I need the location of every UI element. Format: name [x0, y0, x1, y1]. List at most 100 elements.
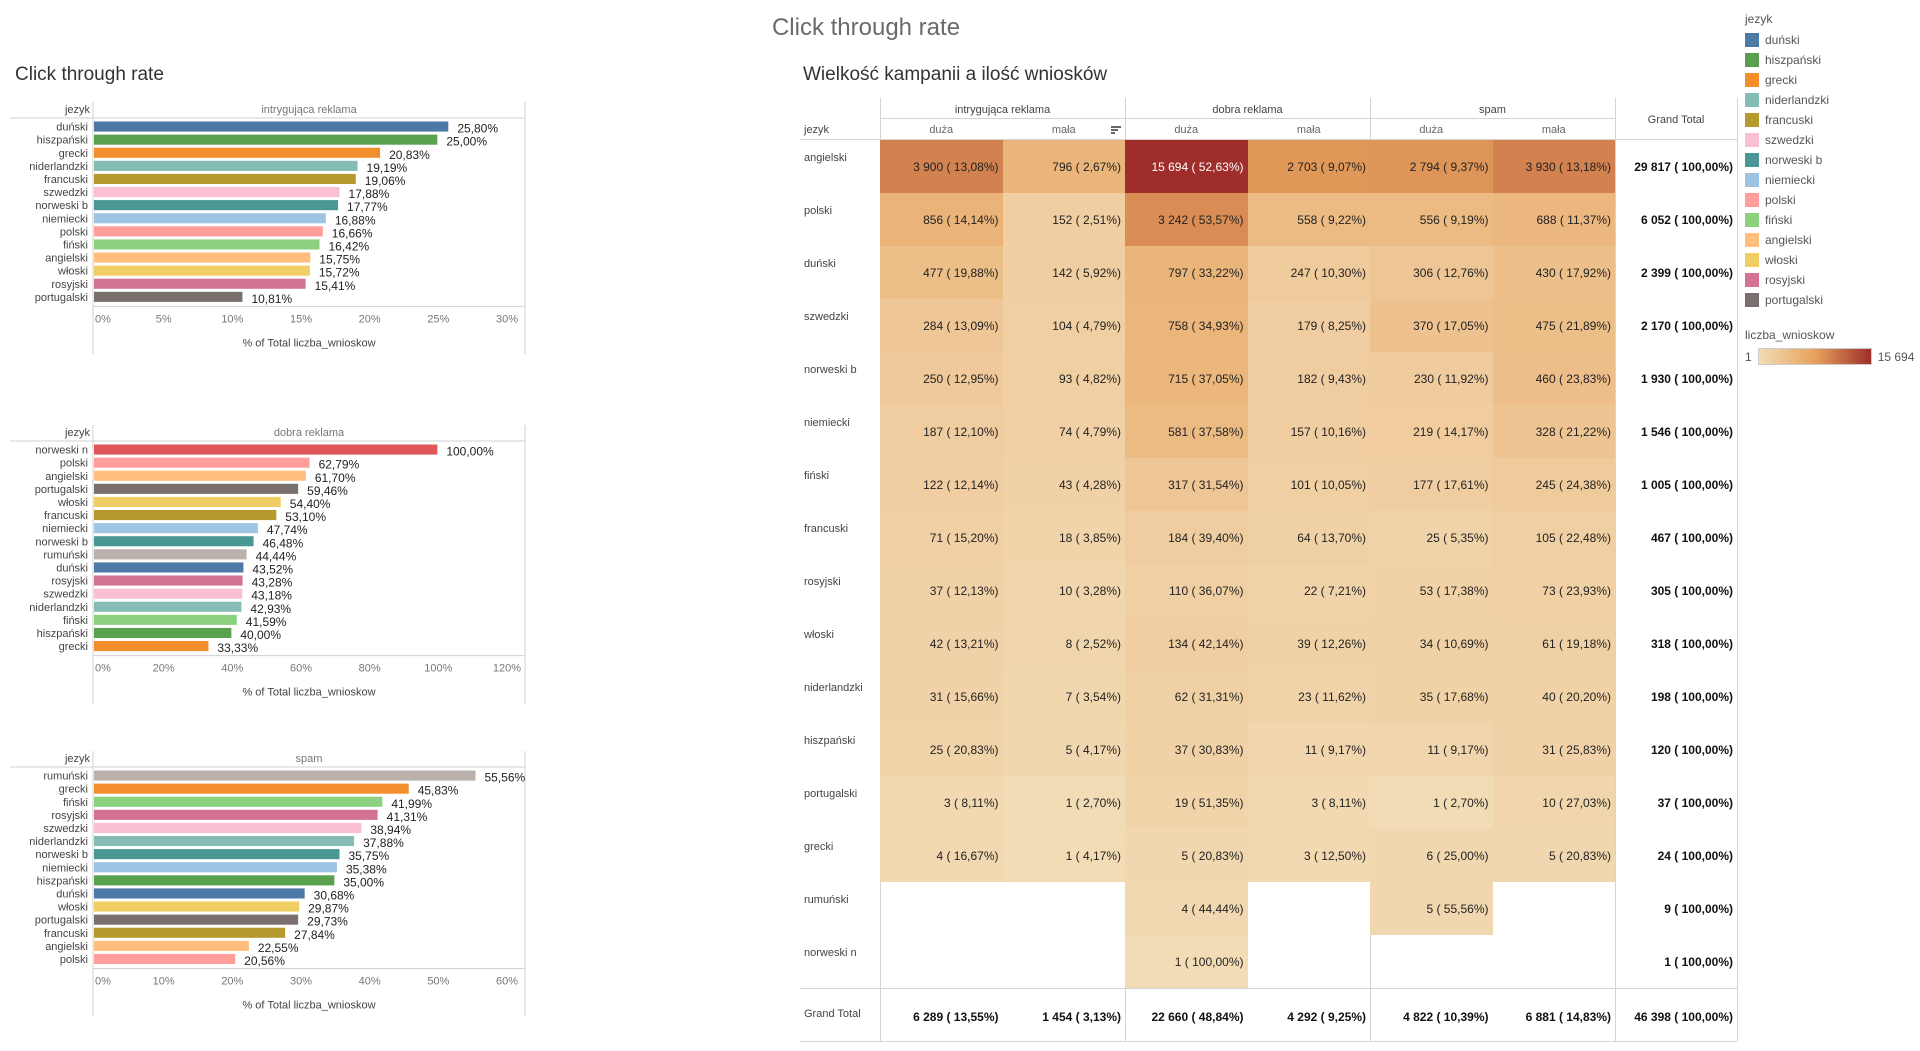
- category-label: hiszpański: [37, 628, 88, 640]
- heatmap-cell-label: 5 ( 4,17%): [1065, 743, 1121, 757]
- x-tick-label: 15%: [290, 313, 312, 325]
- heatmap-cell: [1247, 405, 1370, 458]
- bar: [94, 187, 340, 198]
- bar-value-label: 20,83%: [389, 148, 430, 162]
- heatmap-total-divider: [800, 988, 1737, 989]
- bar: [94, 822, 362, 833]
- bar: [94, 927, 286, 938]
- bar: [94, 121, 449, 132]
- heatmap-cell-label: 10 ( 3,28%): [1058, 584, 1121, 598]
- heatmap-cell: [1370, 193, 1493, 246]
- bar-value-label: 29,73%: [307, 915, 348, 929]
- x-axis-title: % of Total liczba_wnioskow: [242, 687, 375, 699]
- heatmap-row-label: norweski b: [804, 364, 857, 376]
- category-label: hiszpański: [37, 135, 88, 147]
- category-label: angielski: [45, 941, 88, 953]
- x-tick-label: 40%: [221, 663, 243, 675]
- bar: [94, 849, 340, 860]
- bar-value-label: 27,84%: [294, 928, 335, 942]
- bar-value-label: 43,52%: [252, 563, 293, 577]
- bar: [94, 953, 236, 964]
- heatmap-cell-label: 15 694 ( 52,63%): [1151, 160, 1244, 174]
- heatmap-cell-label: 187 ( 12,10%): [923, 425, 999, 439]
- heatmap-cell: [880, 776, 1003, 829]
- x-tick-label: 20%: [221, 976, 243, 988]
- heatmap-row-total: 29 817 ( 100,00%): [1634, 160, 1733, 174]
- bar: [94, 627, 232, 638]
- legend-item[interactable]: francuski: [1745, 110, 1920, 130]
- sort-icon[interactable]: [1111, 126, 1121, 135]
- bar: [94, 252, 311, 263]
- legend-item[interactable]: grecki: [1745, 70, 1920, 90]
- legend-item[interactable]: portugalski: [1745, 290, 1920, 310]
- bar-value-label: 16,88%: [335, 213, 376, 227]
- bar-value-label: 43,28%: [252, 576, 293, 590]
- bar-value-label: 40,00%: [240, 628, 281, 642]
- bar: [94, 862, 337, 873]
- heatmap-cell-label: 306 ( 12,76%): [1413, 266, 1489, 280]
- heatmap-cell: [1492, 723, 1615, 776]
- heatmap-group-header: spam: [1479, 104, 1506, 116]
- heatmap-cell: [880, 193, 1003, 246]
- heatmap-cell: [1125, 193, 1248, 246]
- heatmap-row-label: rumuński: [804, 894, 849, 906]
- heatmap-row-label: duński: [804, 258, 836, 270]
- heatmap-cell: [1492, 458, 1615, 511]
- legend-item[interactable]: włoski: [1745, 250, 1920, 270]
- legend-item[interactable]: szwedzki: [1745, 130, 1920, 150]
- legend-item[interactable]: fiński: [1745, 210, 1920, 230]
- bar-value-label: 25,00%: [446, 135, 487, 149]
- heatmap-group-header: intrygująca reklama: [954, 104, 1051, 116]
- legend-items: duński hiszpański grecki niderlandzki francu…: [1745, 30, 1920, 310]
- heatmap-cell: [1247, 511, 1370, 564]
- legend-item[interactable]: hiszpański: [1745, 50, 1920, 70]
- x-tick-label: 60%: [496, 976, 518, 988]
- legend-item[interactable]: niemiecki: [1745, 170, 1920, 190]
- heatmap-cell: [1492, 299, 1615, 352]
- bar: [94, 536, 254, 547]
- heatmap-cell: [1002, 564, 1125, 617]
- x-tick-label: 30%: [496, 313, 518, 325]
- bar-value-label: 15,75%: [319, 253, 360, 267]
- heatmap-group-header: dobra reklama: [1212, 104, 1283, 116]
- heatmap-cell: [880, 511, 1003, 564]
- bar: [94, 213, 326, 224]
- category-label: rosyjski: [51, 576, 88, 588]
- heatmap-cell-label: 11 ( 9,17%): [1304, 743, 1366, 757]
- bar-value-label: 19,19%: [367, 161, 408, 175]
- heatmap-cell-label: 31 ( 25,83%): [1542, 743, 1611, 757]
- heatmap-cell: [1002, 723, 1125, 776]
- heatmap-cell-label: 64 ( 13,70%): [1297, 531, 1366, 545]
- bar: [94, 200, 339, 211]
- bar-value-label: 41,31%: [387, 810, 428, 824]
- heatmap-cell-label: 1 ( 2,70%): [1433, 796, 1489, 810]
- legend-item[interactable]: niderlandzki: [1745, 90, 1920, 110]
- bar-value-label: 37,88%: [363, 836, 404, 850]
- heatmap-cell: [1370, 405, 1493, 458]
- heatmap-cell-label: 105 ( 22,48%): [1535, 531, 1611, 545]
- legend-item[interactable]: polski: [1745, 190, 1920, 210]
- heatmap-cell: [880, 352, 1003, 405]
- heatmap-cell-label: 157 ( 10,16%): [1290, 425, 1366, 439]
- heatmap-cell: [880, 617, 1003, 670]
- category-label: włoski: [57, 266, 88, 278]
- heatmap-cell-label: 11 ( 9,17%): [1427, 743, 1489, 757]
- legend-item[interactable]: angielski: [1745, 230, 1920, 250]
- heatmap-row-label: niderlandzki: [804, 682, 863, 694]
- bar: [94, 265, 310, 276]
- legend-item[interactable]: rosyjski: [1745, 270, 1920, 290]
- legend-item[interactable]: norweski b: [1745, 150, 1920, 170]
- category-label: norweski b: [35, 200, 88, 212]
- heatmap-cell: [1125, 458, 1248, 511]
- heatmap-cell: [1492, 829, 1615, 882]
- bar: [94, 901, 300, 912]
- heatmap-cell: [1247, 246, 1370, 299]
- heatmap-cell-label: 4 ( 16,67%): [936, 849, 999, 863]
- heatmap-cell: [1247, 458, 1370, 511]
- legend-item[interactable]: duński: [1745, 30, 1920, 50]
- heatmap-cell-label: 43 ( 4,28%): [1058, 478, 1121, 492]
- heatmap-cell-label: 42 ( 13,21%): [929, 637, 999, 651]
- heatmap-row-total: 9 ( 100,00%): [1664, 902, 1733, 916]
- row-header: jezyk: [64, 427, 91, 439]
- bar-value-label: 35,00%: [343, 875, 384, 889]
